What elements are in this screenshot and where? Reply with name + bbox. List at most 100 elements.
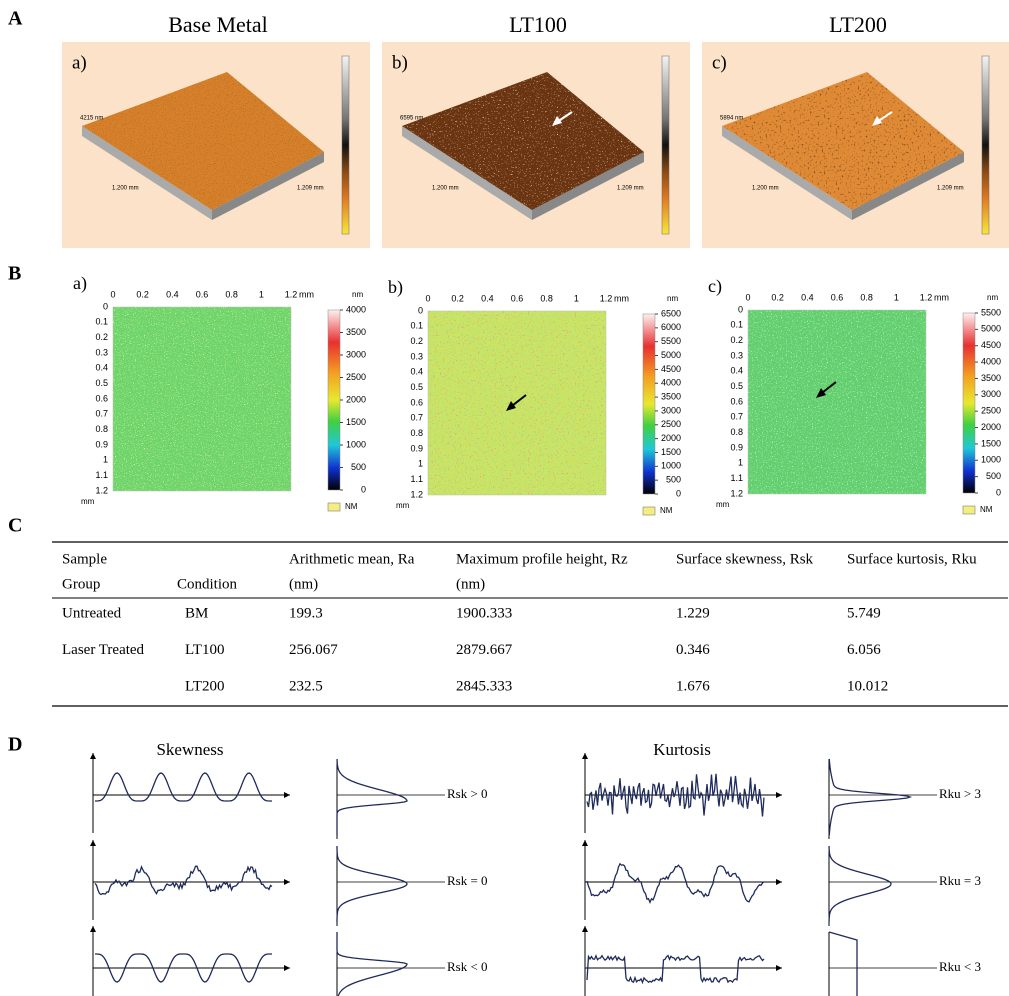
x-tick-label: 0.8 (225, 289, 238, 299)
map-texture (748, 310, 926, 494)
x-tick-label: 0 (745, 292, 750, 302)
panel-letter: D (8, 734, 22, 756)
axis-arrow (776, 965, 782, 971)
table-cell: 199.3 (289, 605, 323, 621)
axis-arrow (284, 879, 290, 885)
table-cell: Laser Treated (62, 642, 145, 658)
colorbar-label: 5500 (661, 336, 681, 346)
x-tick-label: 0.6 (831, 292, 844, 302)
table-cell: 256.067 (289, 642, 338, 658)
colorbar-label: 1000 (661, 461, 681, 471)
profile (95, 866, 272, 894)
colorbar-label: 6000 (661, 322, 681, 332)
axis-arrow (90, 840, 96, 846)
x-tick-label: 0 (110, 289, 115, 299)
colorbar (963, 313, 975, 493)
colorbar-label: 500 (986, 471, 1001, 481)
y-tick-label: 0.6 (730, 396, 743, 406)
distribution (829, 932, 857, 996)
subpanel-label: c) (708, 276, 722, 297)
y-tick-label: 0.1 (410, 321, 423, 331)
subpanel-label: b) (392, 52, 408, 73)
table-cell: LT100 (185, 642, 224, 658)
colorbar-label: 5000 (981, 324, 1001, 334)
distribution (337, 846, 407, 922)
colorbar-label: 500 (666, 475, 681, 485)
table-header: Sample (62, 551, 107, 567)
colorbar-label: 3500 (661, 391, 681, 401)
legend-swatch (328, 503, 340, 511)
axis-arrow (776, 792, 782, 798)
panel-title: LT100 (509, 12, 567, 37)
diagram-title: Skewness (156, 740, 223, 759)
axis-unit: mm (81, 497, 95, 506)
colorbar-label: 1000 (981, 455, 1001, 465)
length-label: 1.209 mm (297, 186, 324, 192)
x-tick-label: 1.2 (600, 293, 613, 303)
case-label: Rsk = 0 (447, 873, 488, 888)
y-tick-label: 1.2 (95, 485, 108, 495)
x-tick-label: 1 (259, 289, 264, 299)
colorbar-label: 4500 (661, 364, 681, 374)
table-cell: 0.346 (676, 642, 710, 658)
axis-unit: mm (934, 292, 949, 302)
colorbar-unit: nm (667, 294, 678, 303)
legend-swatch (643, 507, 655, 515)
table-header: (nm) (456, 576, 485, 592)
colorbar-label: 4000 (981, 356, 1001, 366)
colorbar-label: 5000 (661, 350, 681, 360)
axis-arrow (284, 965, 290, 971)
legend-label: NM (660, 506, 673, 515)
y-tick-label: 0.5 (410, 382, 423, 392)
subpanel-label: a) (73, 273, 87, 294)
table-cell: Untreated (62, 605, 122, 621)
colorbar (662, 56, 669, 234)
table-cell: 232.5 (289, 678, 323, 694)
x-tick-label: 0.4 (166, 289, 179, 299)
case-label: Rku = 3 (939, 873, 981, 888)
map-texture (113, 307, 291, 491)
table-cell: 5.749 (847, 605, 881, 621)
table-cell: 2845.333 (456, 678, 512, 694)
axis-arrow (90, 753, 96, 759)
legend-swatch (963, 506, 975, 514)
x-tick-label: 0 (425, 293, 430, 303)
colorbar-label: 2500 (661, 419, 681, 429)
axis-unit: mm (614, 293, 629, 303)
table-header: Surface kurtosis, Rku (847, 551, 977, 567)
y-tick-label: 0.3 (410, 351, 423, 361)
colorbar-label: 4000 (661, 378, 681, 388)
colorbar-label: 2500 (346, 372, 366, 382)
colorbar-label: 2000 (661, 433, 681, 443)
y-tick-label: 1.1 (410, 474, 423, 484)
table-cell: 1.229 (676, 605, 710, 621)
figure: ABCDBase Metala)4215 nm1.200 mm1.209 mmL… (0, 0, 1009, 996)
axis-arrow (582, 926, 588, 932)
y-tick-label: 0.4 (95, 363, 108, 373)
length-label: 1.209 mm (937, 186, 964, 192)
colorbar-label: 1500 (981, 438, 1001, 448)
y-tick-label: 0.2 (410, 336, 423, 346)
y-tick-label: 1.1 (95, 470, 108, 480)
table-cell: 6.056 (847, 642, 881, 658)
profile (587, 956, 764, 983)
y-tick-label: 0.8 (95, 424, 108, 434)
colorbar (342, 56, 349, 234)
colorbar-unit: nm (987, 293, 998, 302)
axis-unit: mm (716, 500, 730, 509)
panel-title: Base Metal (168, 12, 268, 37)
colorbar-label: 2500 (981, 406, 1001, 416)
table-header: (nm) (289, 576, 318, 592)
y-tick-label: 0 (103, 301, 108, 311)
y-tick-label: 0 (738, 304, 743, 314)
colorbar-label: 0 (996, 487, 1001, 497)
table-cell: 2879.667 (456, 642, 513, 658)
colorbar-label: 5500 (981, 307, 1001, 317)
y-tick-label: 0.1 (95, 317, 108, 327)
axis-arrow (582, 753, 588, 759)
colorbar-label: 0 (676, 488, 681, 498)
distribution (337, 932, 407, 996)
colorbar-label: 3500 (346, 327, 366, 337)
axis-arrow (582, 840, 588, 846)
x-tick-label: 1 (894, 292, 899, 302)
